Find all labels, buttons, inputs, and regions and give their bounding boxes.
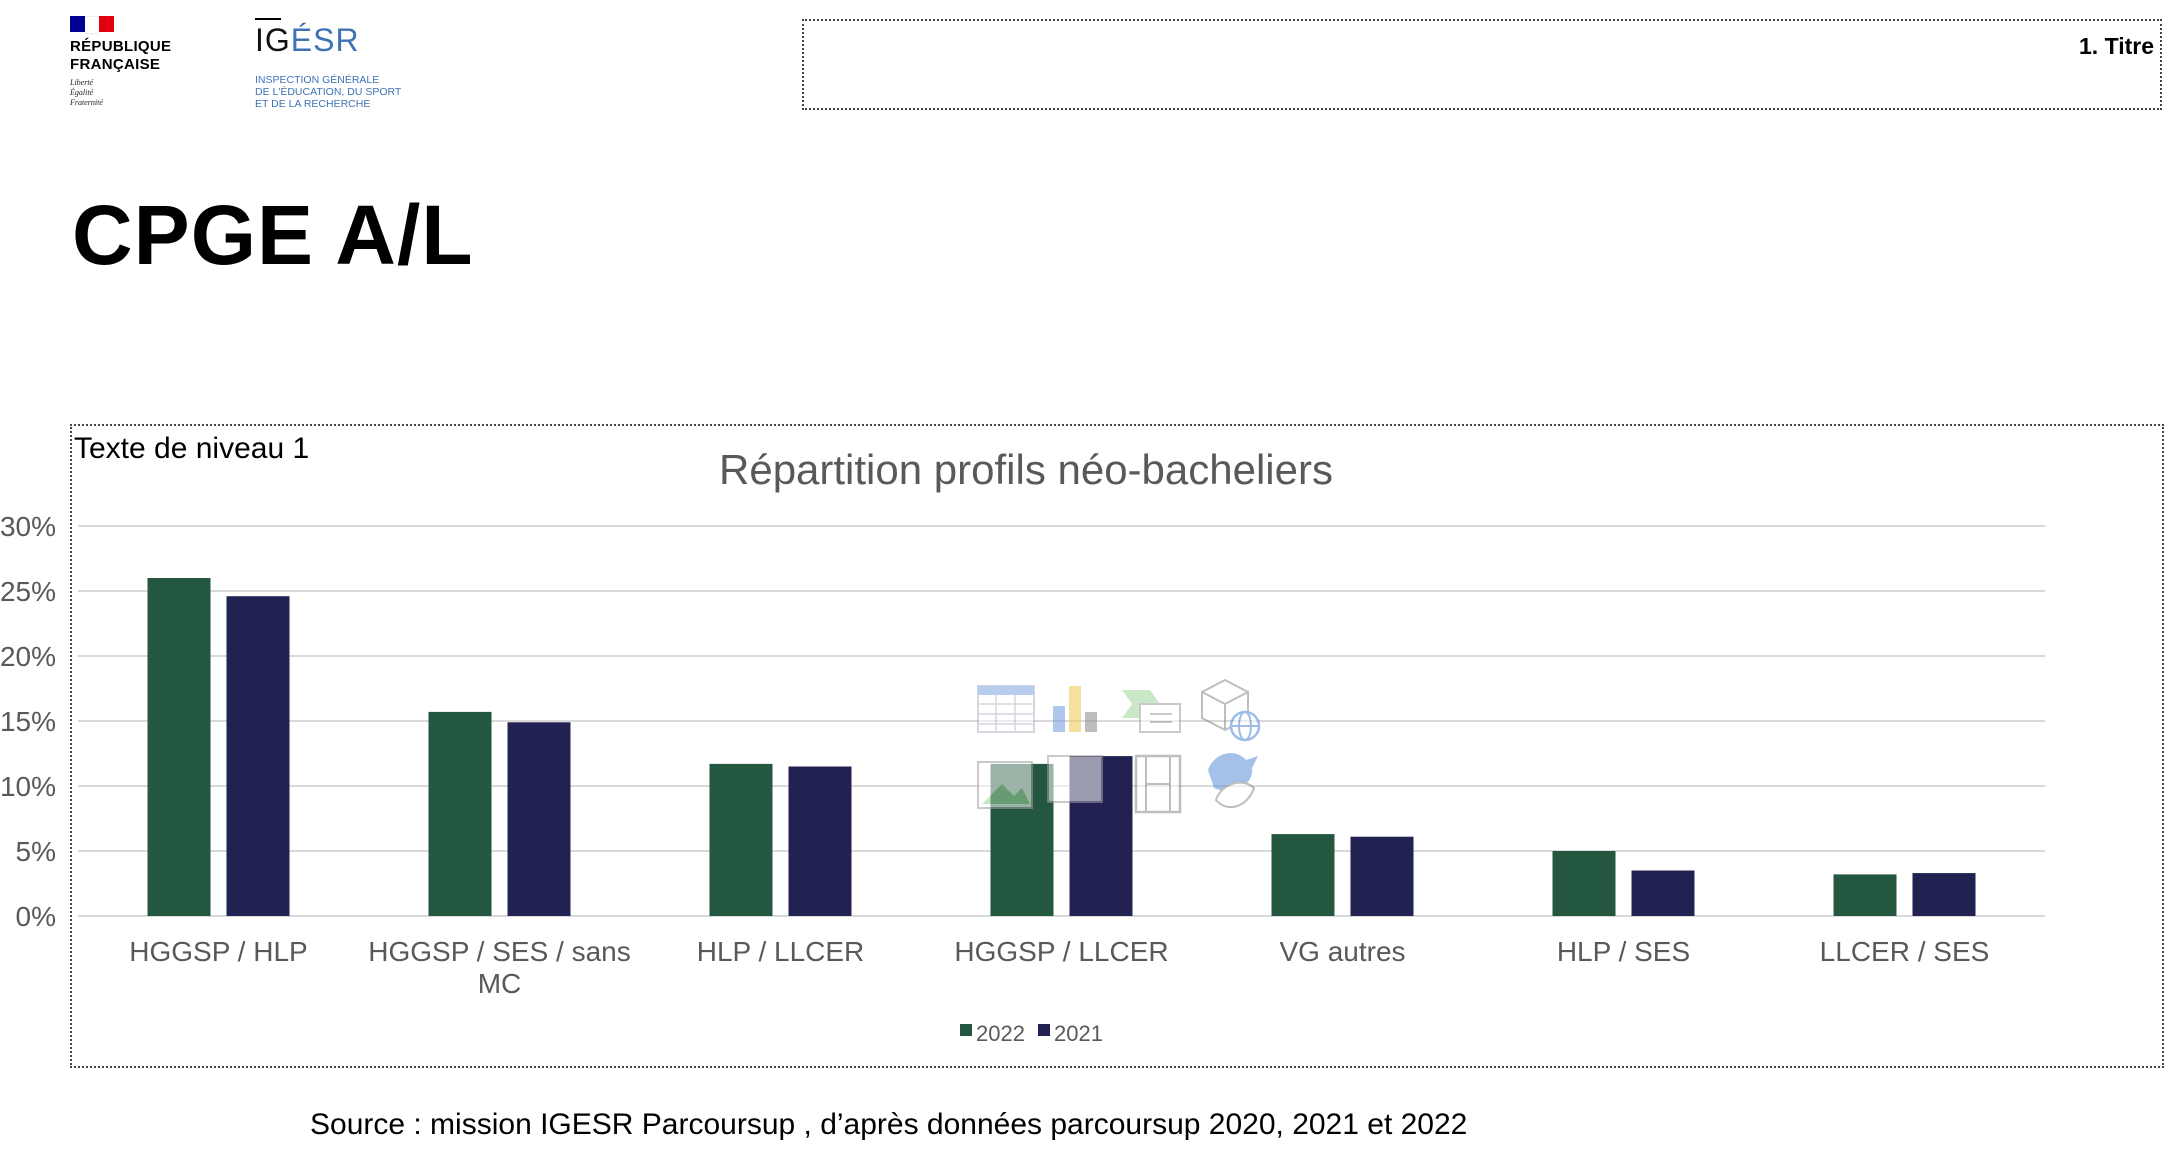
- legend-label-2021: 2021: [1054, 1021, 1103, 1046]
- title-placeholder[interactable]: 1. Titre: [802, 19, 2162, 110]
- igesr-subtitle: INSPECTION GÉNÉRALE DE L'ÉDUCATION, DU S…: [255, 74, 402, 110]
- x-tick-label: LLCER / SES: [1820, 936, 1990, 967]
- igesr-logo: IGÉSR INSPECTION GÉNÉRALE DE L'ÉDUCATION…: [255, 18, 455, 118]
- source-note: Source : mission IGESR Parcoursup , d’ap…: [310, 1108, 1468, 1141]
- y-tick-label: 15%: [0, 706, 56, 737]
- bar-2022-0: [147, 578, 211, 916]
- bar-2022-6: [1833, 874, 1897, 916]
- content-placeholder[interactable]: [70, 424, 2164, 1068]
- smartart-icon[interactable]: [1122, 690, 1181, 733]
- x-tick-label: HGGSP / HLP: [129, 936, 307, 967]
- rf-logo-text: RÉPUBLIQUE FRANÇAISE: [70, 38, 172, 73]
- republique-francaise-logo: RÉPUBLIQUE FRANÇAISE Liberté Égalité Fra…: [70, 16, 190, 116]
- legend-swatch-2022: [960, 1024, 972, 1036]
- bar-2022-2: [709, 763, 773, 916]
- content-placeholder-label: Texte de niveau 1: [74, 432, 310, 465]
- bar-chart-icon[interactable]: [1053, 686, 1097, 732]
- bar-2021-1: [507, 722, 571, 916]
- title-placeholder-label: 1. Titre: [2079, 33, 2154, 59]
- y-tick-label: 20%: [0, 641, 56, 672]
- french-flag-icon: [70, 16, 115, 34]
- icons-insert-icon[interactable]: [1208, 753, 1258, 809]
- x-tick-label: HLP / LLCER: [697, 936, 865, 967]
- bar-2021-2: [788, 766, 852, 916]
- picture-icon[interactable]: [977, 755, 1103, 809]
- bar-2021-4: [1350, 836, 1414, 916]
- bar-2021-5: [1631, 870, 1695, 916]
- video-icon[interactable]: [1134, 754, 1182, 814]
- insert-content-icons[interactable]: [977, 678, 1261, 814]
- chart-labels: Répartition profils néo-bacheliers 0% 5% 10…: [0, 446, 1989, 1046]
- chart-bars: [147, 578, 1976, 916]
- bar-2021-6: [1912, 873, 1976, 916]
- bar-2022-4: [1271, 834, 1335, 916]
- x-tick-label: VG autres: [1279, 936, 1405, 967]
- page-title: CPGE A/L: [72, 188, 474, 282]
- y-tick-label: 30%: [0, 511, 56, 542]
- rf-motto: Liberté Égalité Fraternité: [70, 78, 103, 107]
- bar-2022-1: [428, 711, 492, 916]
- x-tick-label: HGGSP / SES / sans: [368, 936, 630, 967]
- 3d-model-icon[interactable]: [1201, 678, 1261, 742]
- bar-2021-0: [226, 596, 290, 916]
- y-tick-label: 5%: [16, 836, 56, 867]
- igesr-bar: [255, 18, 281, 20]
- x-tick-label: HGGSP / LLCER: [954, 936, 1168, 967]
- chart-title: Répartition profils néo-bacheliers: [719, 446, 1333, 493]
- table-icon[interactable]: [977, 685, 1035, 733]
- igesr-name: IGÉSR: [255, 22, 360, 58]
- x-tick-label: MC: [478, 968, 522, 999]
- x-tick-label: HLP / SES: [1557, 936, 1690, 967]
- legend-label-2022: 2022: [976, 1021, 1025, 1046]
- y-tick-label: 25%: [0, 576, 56, 607]
- legend-swatch-2021: [1038, 1024, 1050, 1036]
- y-tick-label: 10%: [0, 771, 56, 802]
- bar-2022-5: [1552, 851, 1616, 916]
- y-tick-label: 0%: [16, 901, 56, 932]
